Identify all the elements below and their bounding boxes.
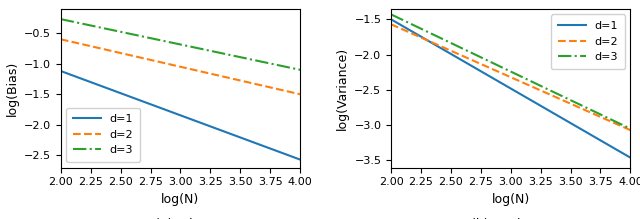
Y-axis label: log(Variance): log(Variance) — [335, 47, 349, 130]
Text: (a)  Bias: (a) Bias — [154, 218, 207, 219]
X-axis label: log(N): log(N) — [161, 193, 200, 206]
Y-axis label: log(Bias): log(Bias) — [5, 60, 19, 116]
X-axis label: log(N): log(N) — [492, 193, 530, 206]
Legend: d=1, d=2, d=3: d=1, d=2, d=3 — [551, 14, 625, 69]
Legend: d=1, d=2, d=3: d=1, d=2, d=3 — [67, 108, 140, 162]
Text: (b)  Variance: (b) Variance — [471, 218, 550, 219]
